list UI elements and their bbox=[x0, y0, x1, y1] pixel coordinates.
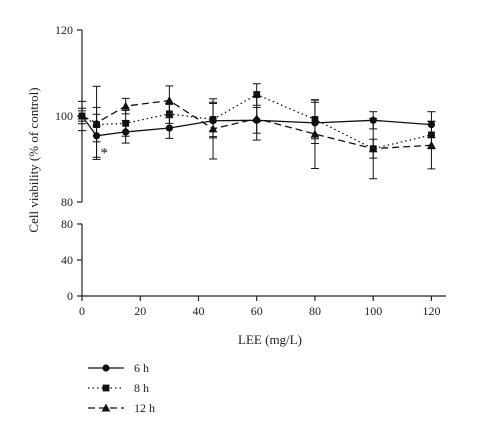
y-upper-tick-label: 100 bbox=[55, 109, 73, 123]
series-layer: * bbox=[77, 83, 436, 180]
significance-annotation: * bbox=[101, 145, 109, 161]
legend-item: 8 h bbox=[88, 381, 149, 395]
data-point bbox=[252, 114, 262, 123]
y-lower-tick-label: 80 bbox=[61, 217, 73, 231]
data-point bbox=[208, 124, 218, 133]
x-axis-label: LEE (mg/L) bbox=[238, 332, 302, 347]
legend-marker bbox=[101, 403, 111, 412]
x-tick-label: 100 bbox=[364, 304, 382, 318]
y-upper-tick-label: 80 bbox=[61, 195, 73, 209]
axes: 80 100 120 0 40 80 0 20 40 60 80 100 120 bbox=[55, 23, 446, 318]
y-lower-tick-label: 0 bbox=[67, 289, 73, 303]
legend-label: 12 h bbox=[134, 401, 155, 415]
x-tick-label: 120 bbox=[422, 304, 440, 318]
x-tick-label: 0 bbox=[79, 304, 85, 318]
legend-label: 6 h bbox=[134, 361, 149, 375]
x-tick-label: 40 bbox=[192, 304, 204, 318]
x-tick-label: 80 bbox=[309, 304, 321, 318]
legend-item: 12 h bbox=[88, 401, 155, 415]
x-tick-label: 20 bbox=[134, 304, 146, 318]
data-point bbox=[253, 91, 261, 98]
data-point bbox=[368, 144, 378, 153]
x-tick-label: 60 bbox=[251, 304, 263, 318]
data-point bbox=[92, 118, 101, 127]
legend-label: 8 h bbox=[134, 381, 149, 395]
data-point bbox=[427, 140, 436, 149]
data-point bbox=[77, 111, 87, 120]
data-point bbox=[122, 119, 130, 127]
legend-marker bbox=[102, 364, 110, 372]
legend-item: 6 h bbox=[88, 361, 149, 375]
legend-marker bbox=[102, 384, 110, 392]
y-lower-tick-label: 40 bbox=[61, 253, 73, 267]
data-point bbox=[121, 101, 131, 110]
data-point bbox=[310, 129, 320, 138]
data-point bbox=[164, 96, 174, 105]
y-upper-tick-label: 120 bbox=[55, 23, 73, 37]
y-axis-label: Cell viability (% of control) bbox=[26, 87, 41, 232]
data-point bbox=[165, 124, 173, 132]
series-12h bbox=[77, 85, 436, 180]
legend: 6 h 8 h 12 h bbox=[88, 361, 155, 415]
